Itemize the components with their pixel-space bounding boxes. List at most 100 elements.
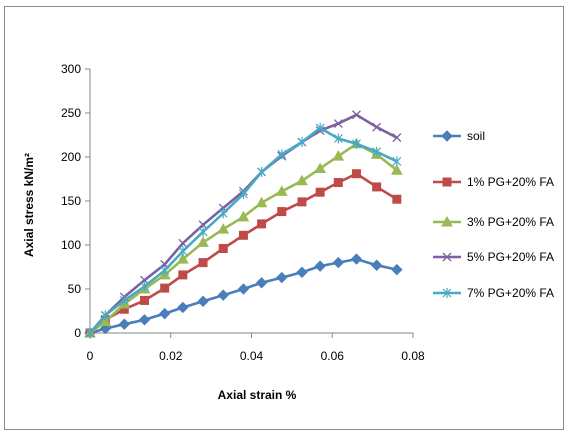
data-point bbox=[392, 194, 402, 204]
data-point bbox=[372, 182, 382, 192]
y-tick-label: 300 bbox=[61, 62, 81, 76]
series-5 bbox=[85, 122, 402, 338]
data-point bbox=[391, 164, 403, 175]
y-tick-label: 0 bbox=[74, 326, 81, 340]
y-tick-label: 150 bbox=[61, 194, 81, 208]
data-point bbox=[218, 208, 228, 219]
data-point bbox=[119, 295, 129, 306]
series-1 bbox=[84, 253, 403, 339]
legend-marker bbox=[441, 215, 453, 227]
legend-label: 3% PG+20% FA bbox=[467, 215, 554, 229]
series-layer bbox=[84, 110, 403, 339]
data-point bbox=[255, 196, 268, 208]
data-point bbox=[99, 322, 112, 335]
data-point bbox=[315, 187, 325, 197]
data-point bbox=[315, 122, 325, 133]
legend-label: 5% PG+20% FA bbox=[467, 250, 554, 264]
series-line bbox=[89, 126, 398, 334]
data-point bbox=[257, 219, 267, 229]
y-axis-title: Axial stress kN/m² bbox=[22, 153, 36, 257]
data-point bbox=[218, 244, 228, 254]
data-point bbox=[99, 315, 112, 327]
data-point bbox=[392, 133, 402, 143]
y-tick-label: 50 bbox=[68, 282, 82, 296]
data-point bbox=[237, 283, 250, 295]
data-point bbox=[332, 150, 345, 161]
chart-area: 0 0.02 0.04 0.06 0.08 0 50 100 150 200 250 300 Axi… bbox=[4, 6, 564, 430]
data-point bbox=[177, 301, 189, 314]
series-2 bbox=[85, 169, 402, 338]
x-tick-label: 0.04 bbox=[240, 349, 264, 363]
legend-item: 3% PG+20% FA bbox=[433, 215, 554, 229]
data-point bbox=[314, 162, 326, 173]
data-point bbox=[158, 307, 171, 320]
y-axis-ticks: 0 50 100 150 200 250 300 bbox=[61, 62, 90, 340]
data-point bbox=[352, 138, 361, 149]
data-point bbox=[276, 271, 288, 284]
data-point bbox=[178, 246, 188, 257]
data-point bbox=[257, 166, 267, 177]
x-tick-label: 0 bbox=[87, 349, 94, 363]
data-point bbox=[160, 265, 170, 276]
legend-item: 5% PG+20% FA bbox=[433, 250, 554, 264]
legend-marker bbox=[441, 130, 453, 142]
legend: soil 1% PG+20% FA 3% PG+20% FA 5% PG+20% FA… bbox=[433, 129, 554, 300]
data-point bbox=[217, 289, 229, 301]
data-point bbox=[178, 270, 188, 280]
data-point bbox=[370, 259, 383, 271]
data-point bbox=[332, 256, 345, 269]
x-tick-label: 0.08 bbox=[401, 349, 425, 363]
data-point bbox=[314, 260, 326, 272]
data-point bbox=[100, 310, 110, 321]
data-point bbox=[275, 185, 288, 196]
data-point bbox=[296, 174, 308, 186]
legend-item: 1% PG+20% FA bbox=[433, 175, 554, 189]
y-tick-label: 200 bbox=[61, 150, 81, 164]
data-point bbox=[197, 236, 209, 247]
data-point bbox=[237, 210, 250, 222]
data-point bbox=[198, 220, 208, 230]
data-point bbox=[296, 266, 308, 278]
data-point bbox=[198, 226, 208, 237]
x-tick-label: 0.06 bbox=[321, 349, 345, 363]
y-tick-label: 100 bbox=[61, 238, 81, 252]
legend-label: 7% PG+20% FA bbox=[467, 286, 554, 300]
y-tick-label: 250 bbox=[61, 106, 81, 120]
data-point bbox=[160, 283, 170, 293]
data-point bbox=[277, 207, 287, 217]
data-point bbox=[372, 146, 382, 157]
data-point bbox=[198, 258, 208, 268]
data-point bbox=[177, 253, 189, 264]
data-point bbox=[85, 328, 95, 338]
data-point bbox=[239, 188, 248, 199]
line-chart: 0 0.02 0.04 0.06 0.08 0 50 100 150 200 250 300 Axi… bbox=[22, 62, 554, 402]
data-point bbox=[350, 253, 363, 265]
data-point bbox=[238, 230, 248, 240]
data-point bbox=[372, 122, 382, 132]
legend-marker bbox=[442, 252, 452, 262]
data-point bbox=[138, 314, 151, 326]
legend-marker bbox=[442, 288, 452, 298]
data-point bbox=[255, 277, 268, 289]
data-point bbox=[140, 295, 150, 305]
x-tick-label: 0.02 bbox=[159, 349, 183, 363]
data-point bbox=[140, 281, 149, 292]
data-point bbox=[333, 119, 343, 129]
data-point bbox=[277, 149, 287, 160]
data-point bbox=[333, 133, 343, 144]
x-axis-title: Axial strain % bbox=[218, 388, 297, 402]
legend-item: soil bbox=[433, 129, 485, 143]
data-point bbox=[352, 110, 361, 120]
data-point bbox=[197, 295, 209, 308]
data-point bbox=[118, 318, 131, 330]
legend-label: 1% PG+20% FA bbox=[467, 175, 554, 189]
x-axis-ticks: 0 0.02 0.04 0.06 0.08 bbox=[87, 333, 425, 363]
data-point bbox=[392, 156, 402, 167]
data-point bbox=[333, 178, 343, 188]
data-point bbox=[391, 263, 403, 276]
data-point bbox=[297, 197, 307, 207]
data-point bbox=[297, 137, 307, 148]
legend-item: 7% PG+20% FA bbox=[433, 286, 554, 300]
legend-marker bbox=[442, 177, 452, 187]
data-point bbox=[217, 223, 230, 234]
